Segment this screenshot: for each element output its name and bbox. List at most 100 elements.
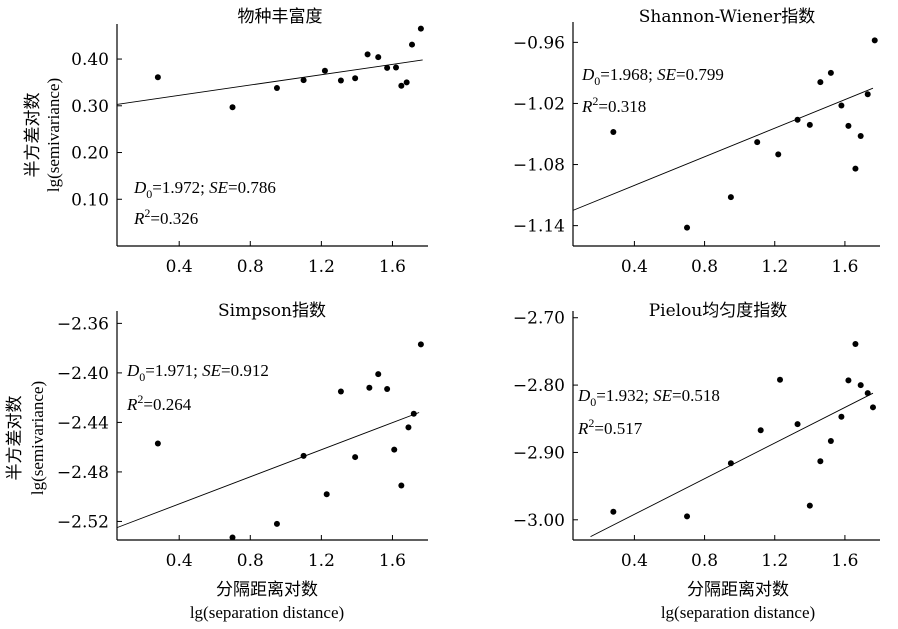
y-tick-label: −2.48 — [57, 463, 109, 483]
data-point — [610, 508, 617, 515]
x-tick-label: 0.8 — [237, 257, 264, 277]
data-point — [827, 69, 834, 76]
stats-d0-se-line: D0=1.932; SE=0.518 — [577, 386, 720, 409]
stats-r2-line: R2=0.264 — [126, 392, 192, 414]
y-tick-label: −2.80 — [513, 376, 565, 396]
data-point — [409, 41, 416, 48]
y-tick-label: −2.70 — [513, 309, 565, 329]
data-point — [391, 446, 398, 453]
x-tick-label: 1.6 — [831, 551, 858, 571]
data-point — [684, 513, 691, 520]
data-point — [852, 165, 859, 172]
x-tick-label: 0.8 — [237, 551, 264, 571]
data-point — [300, 77, 307, 84]
data-point — [869, 404, 876, 411]
panel-species-richness: 物种丰富度 D0=1.972; SE=0.786 R2=0.326 0.10 0.… — [71, 7, 428, 277]
data-point — [273, 85, 280, 92]
x-tick-label: 0.4 — [621, 257, 648, 277]
panel-title: Shannon-Wiener指数 — [639, 7, 815, 27]
stats-r2-line: R2=0.326 — [133, 206, 198, 228]
y-axis-label-cn-top: 半方差对数 — [23, 93, 42, 178]
panel-title: Pielou均匀度指数 — [649, 301, 788, 321]
data-point — [417, 341, 424, 348]
data-point — [364, 51, 371, 58]
data-point — [229, 534, 236, 541]
x-axis-label-en-right: lg(separation distance) — [661, 603, 815, 622]
scatter-points — [610, 341, 876, 520]
stats-annotation: D0=1.972; SE=0.786 R2=0.326 — [133, 178, 276, 228]
x-tick-label: 0.4 — [621, 551, 648, 571]
x-tick-label: 1.2 — [761, 257, 788, 277]
data-point — [366, 384, 373, 391]
y-tick-label: 0.10 — [71, 190, 109, 210]
panel-shannon-wiener: Shannon-Wiener指数 D0=1.968; SE=0.799 R2=0… — [513, 7, 880, 277]
trend-line — [590, 392, 874, 538]
data-point — [806, 502, 813, 509]
data-point — [852, 341, 859, 348]
data-point — [154, 74, 161, 81]
data-point — [754, 139, 761, 146]
data-point — [871, 37, 878, 44]
stats-annotation: D0=1.932; SE=0.518 R2=0.517 — [577, 386, 720, 438]
y-axis-label-cn-bottom: 半方差对数 — [5, 396, 24, 481]
x-axis-label-cn-left: 分隔距离对数 — [216, 580, 318, 599]
y-tick-label: −2.36 — [57, 314, 109, 334]
y-tick-label: 0.20 — [71, 144, 109, 164]
data-point — [417, 25, 424, 32]
data-point — [229, 104, 236, 111]
data-point — [864, 91, 871, 98]
data-point — [845, 377, 852, 384]
x-tick-label: 0.8 — [691, 551, 718, 571]
data-point — [775, 151, 782, 158]
data-point — [817, 79, 824, 86]
y-tick-label: −2.90 — [513, 443, 565, 463]
data-point — [384, 64, 391, 71]
data-point — [337, 388, 344, 395]
data-point — [323, 491, 330, 498]
x-axis-label-cn-right: 分隔距离对数 — [687, 580, 789, 599]
data-point — [827, 437, 834, 444]
data-point — [337, 77, 344, 84]
y-axis-label-en-top: lg(semivariance) — [44, 78, 63, 192]
y-tick-label: 0.30 — [71, 97, 109, 117]
data-point — [375, 54, 382, 61]
data-point — [393, 64, 400, 71]
x-tick-label: 1.6 — [379, 551, 406, 571]
stats-r2-line: R2=0.318 — [581, 94, 646, 116]
x-tick-label: 1.6 — [379, 257, 406, 277]
scatter-points — [154, 341, 424, 541]
data-point — [403, 79, 410, 86]
x-tick-label: 0.4 — [166, 551, 193, 571]
data-point — [405, 424, 412, 431]
data-point — [398, 482, 405, 489]
data-point — [398, 82, 405, 89]
y-tick-label: −2.44 — [57, 413, 109, 433]
data-point — [857, 133, 864, 140]
x-tick-label: 0.8 — [691, 257, 718, 277]
x-tick-label: 1.6 — [831, 257, 858, 277]
data-point — [757, 427, 764, 434]
data-point — [794, 421, 801, 428]
trend-line — [116, 412, 420, 529]
data-point — [321, 67, 328, 74]
stats-annotation: D0=1.968; SE=0.799 R2=0.318 — [581, 65, 724, 116]
panel-title: 物种丰富度 — [238, 7, 323, 27]
scatter-points — [154, 25, 424, 111]
stats-annotation: D0=1.971; SE=0.912 R2=0.264 — [126, 361, 269, 414]
data-point — [352, 75, 359, 82]
stats-d0-se-line: D0=1.972; SE=0.786 — [133, 178, 276, 201]
x-tick-label: 1.2 — [761, 551, 788, 571]
y-tick-label: −2.52 — [57, 512, 109, 532]
x-axis-label-en-left: lg(separation distance) — [190, 603, 344, 622]
y-tick-label: −1.08 — [513, 156, 565, 176]
data-point — [857, 382, 864, 389]
data-point — [845, 122, 852, 129]
data-point — [352, 454, 359, 461]
stats-d0-se-line: D0=1.971; SE=0.912 — [126, 361, 269, 384]
data-point — [838, 413, 845, 420]
data-point — [817, 458, 824, 465]
y-axis-label-en-bottom: lg(semivariance) — [28, 381, 47, 495]
y-tick-label: −0.96 — [513, 33, 565, 53]
data-point — [684, 224, 691, 231]
